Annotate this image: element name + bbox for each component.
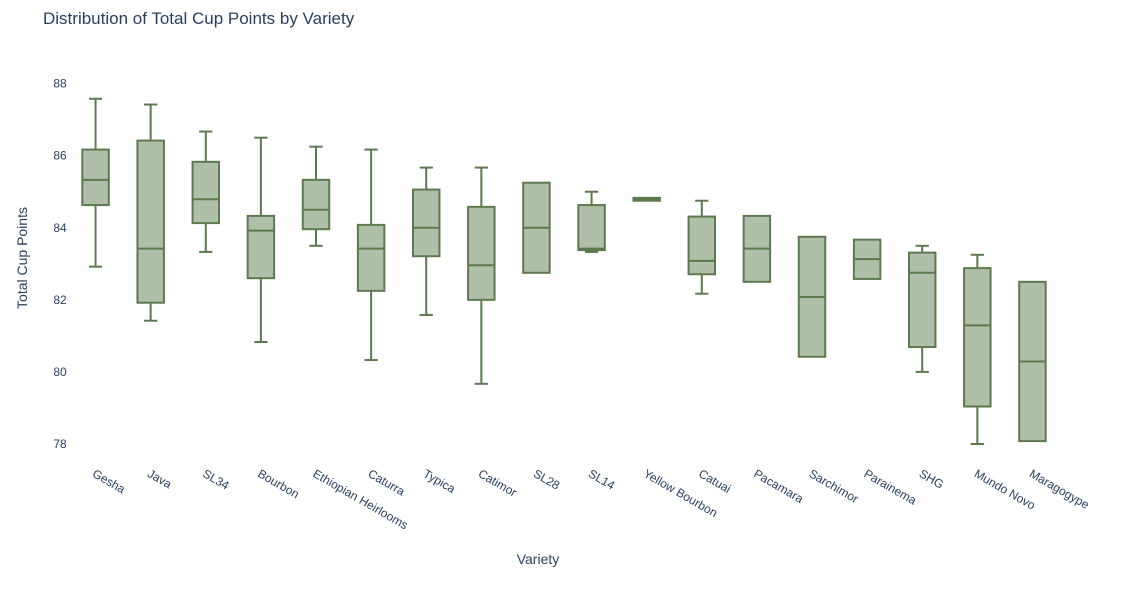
box-gesha xyxy=(81,97,110,268)
x-tick-label: Catimor xyxy=(476,466,519,499)
box-body xyxy=(687,215,717,276)
y-tick-label: 80 xyxy=(53,365,67,379)
box-sl14 xyxy=(577,190,606,253)
chart-title: Distribution of Total Cup Points by Vari… xyxy=(43,9,355,28)
box-body xyxy=(301,178,331,231)
box-sl28 xyxy=(522,181,551,274)
box-catuai xyxy=(687,199,717,295)
y-tick-label: 86 xyxy=(53,149,67,163)
box-sl34 xyxy=(191,130,221,253)
x-axis-ticks: Gesha Java SL34 Bourbon Ethiopian HeirloomsC… xyxy=(90,466,1092,532)
box-maragogype xyxy=(1018,280,1047,443)
box-java xyxy=(136,103,165,322)
box-body xyxy=(191,160,221,225)
box-typica xyxy=(411,166,441,316)
x-tick-label: Pacamara xyxy=(751,466,806,506)
box-parainema xyxy=(852,238,882,280)
box-caturra xyxy=(356,148,386,362)
x-tick-label: SL28 xyxy=(531,466,563,492)
x-tick-label: Gesha xyxy=(90,466,128,496)
box-body xyxy=(577,204,606,252)
x-tick-label: Sarchimor xyxy=(807,466,861,505)
x-tick-label: Parainema xyxy=(862,466,920,507)
y-tick-label: 78 xyxy=(53,437,67,451)
box-body xyxy=(963,267,992,408)
box-yellow-bourbon xyxy=(632,196,661,202)
x-tick-label: Mundo Novo xyxy=(972,466,1038,512)
y-tick-label: 88 xyxy=(53,77,67,91)
y-axis-label: Total Cup Points xyxy=(14,207,30,309)
x-tick-label: Catuai xyxy=(696,466,733,495)
box-body xyxy=(246,214,276,280)
box-bourbon xyxy=(246,136,276,343)
x-tick-label: Caturra xyxy=(366,466,408,498)
box-catimor xyxy=(467,166,496,385)
x-axis-label: Variety xyxy=(516,551,560,567)
box-body xyxy=(81,148,110,207)
x-tick-label: SL14 xyxy=(586,466,618,492)
box-body xyxy=(907,251,937,349)
box-sarchimor xyxy=(797,235,827,358)
x-tick-label: Ethiopian Heirlooms xyxy=(311,466,411,532)
x-tick-label: Bourbon xyxy=(255,466,301,501)
y-tick-label: 82 xyxy=(53,293,67,307)
x-tick-label: SL34 xyxy=(200,466,232,492)
y-tick-label: 84 xyxy=(53,221,67,235)
x-tick-label: SHG xyxy=(917,466,947,491)
box-mundo-novo xyxy=(963,253,992,445)
x-tick-label: Java xyxy=(145,466,174,491)
box-ethiopian-heirlooms xyxy=(301,145,331,247)
box-body xyxy=(136,139,165,304)
box-pacamara xyxy=(742,214,772,283)
box-shg xyxy=(907,244,937,373)
box-body xyxy=(356,223,386,292)
box-body xyxy=(467,205,496,301)
boxes xyxy=(81,97,1047,445)
box-body xyxy=(411,188,441,258)
x-tick-label: Typica xyxy=(421,466,458,496)
y-axis-ticks: 78 80 82 84 86 88 xyxy=(53,77,67,451)
x-tick-label: Maragogype xyxy=(1027,466,1092,512)
